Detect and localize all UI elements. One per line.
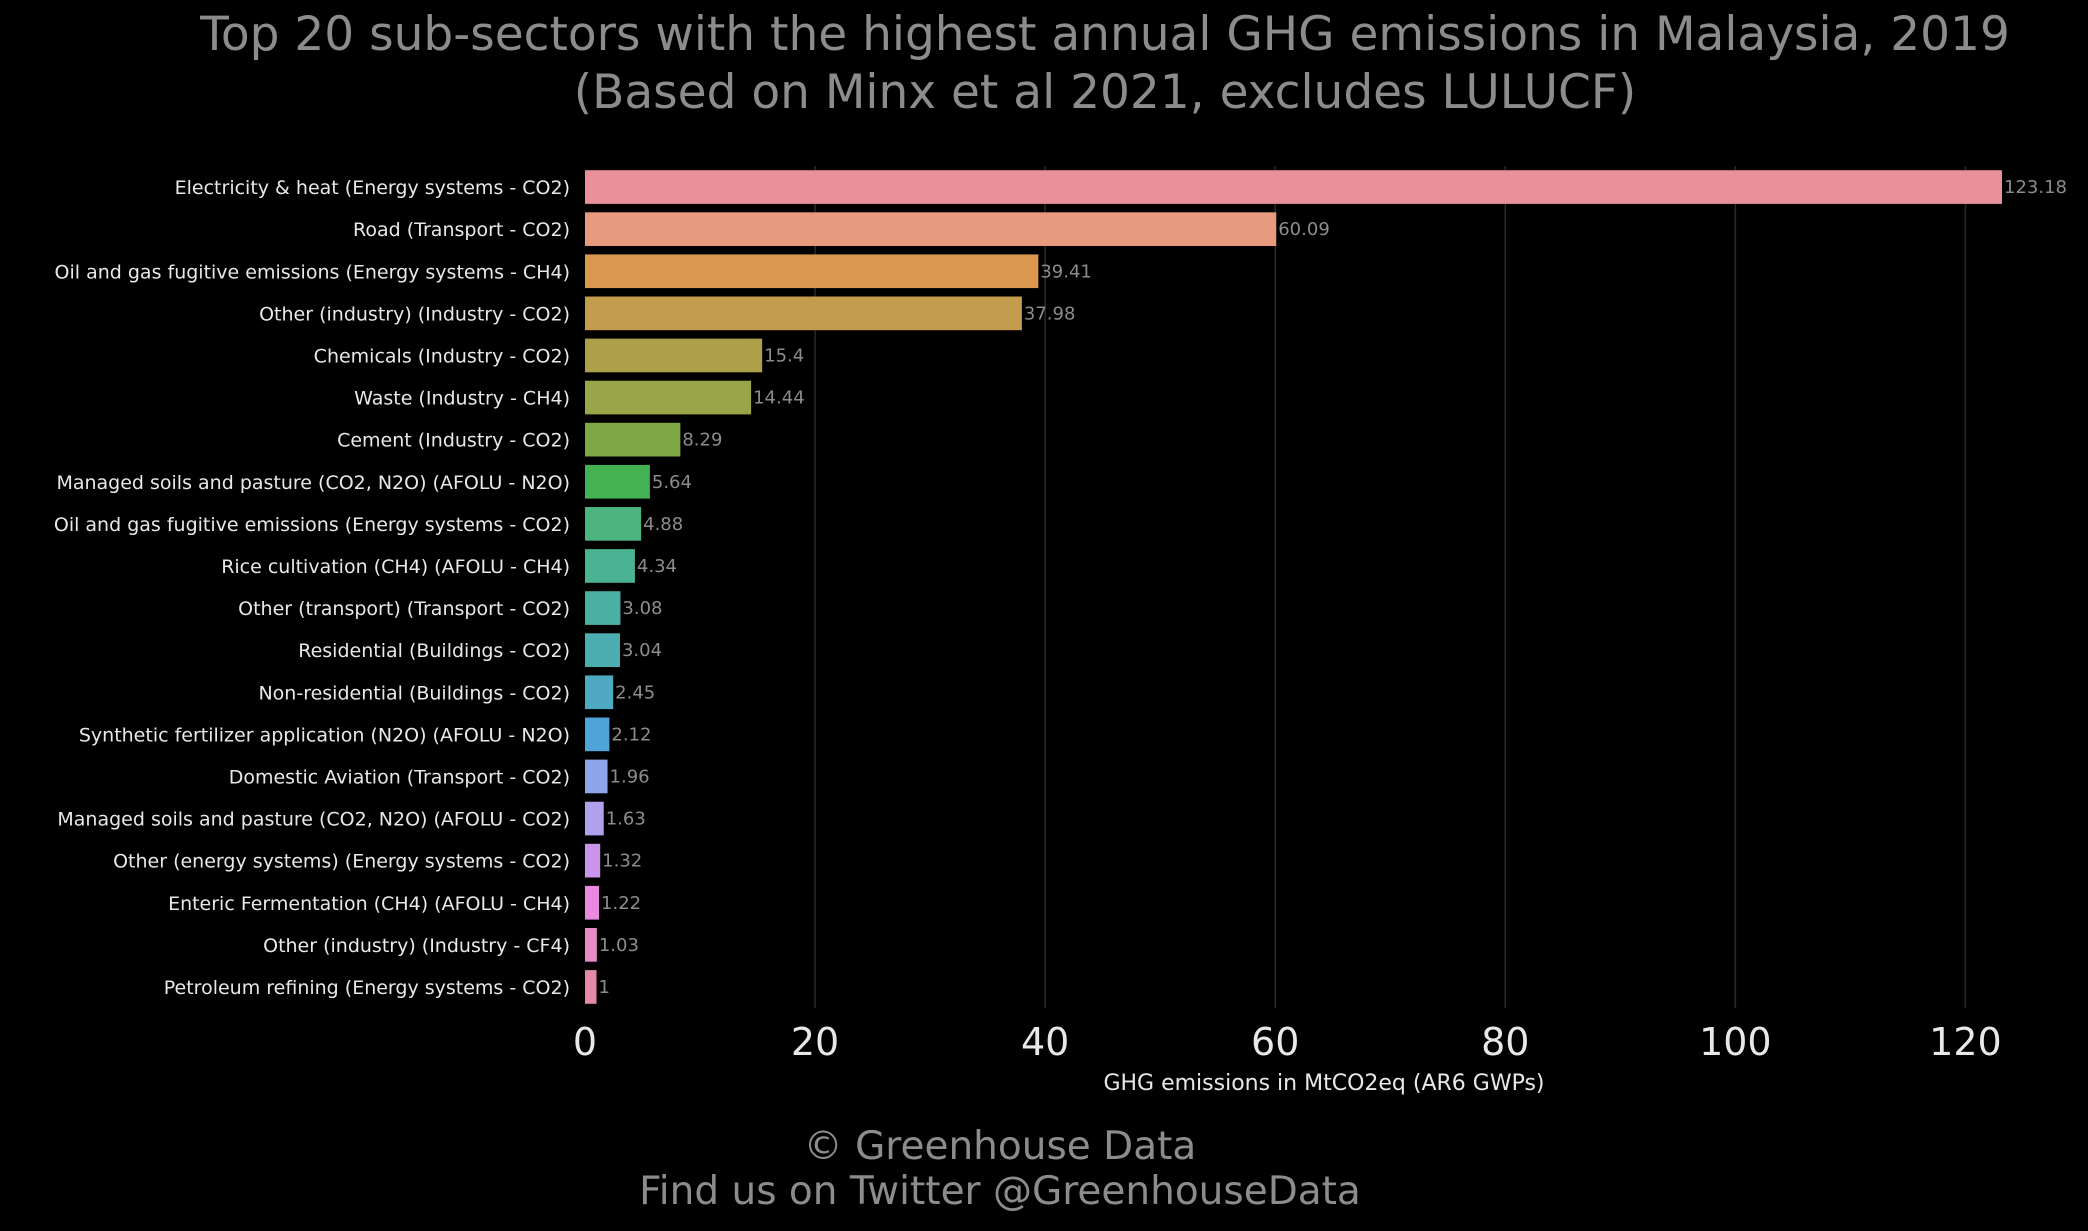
bar	[585, 422, 681, 457]
category-label: Oil and gas fugitive emissions (Energy s…	[55, 261, 570, 283]
value-label: 5.64	[652, 472, 692, 493]
x-tick-label: 20	[791, 1020, 839, 1064]
value-label: 3.04	[622, 640, 662, 661]
value-label: 1	[599, 977, 610, 998]
x-tick-label: 120	[1929, 1020, 2002, 1064]
x-tick-label: 80	[1481, 1020, 1529, 1064]
bars	[585, 170, 2002, 1004]
category-label: Cement (Industry - CO2)	[337, 430, 570, 452]
x-axis-ticks: 0 20 40 60 80 100 120	[573, 1020, 2002, 1064]
chart-title-line: Top 20 sub-sectors with the highest annu…	[200, 7, 2010, 62]
twitter-text: Find us on Twitter @GreenhouseData	[639, 1169, 1361, 1214]
category-label: Managed soils and pasture (CO2, N2O) (AF…	[56, 472, 570, 494]
chart-subtitle: (Based on Minx et al 2021, excludes LULU…	[573, 65, 1637, 120]
category-labels: Electricity & heat (Energy systems - CO2…	[54, 177, 570, 999]
gridlines	[814, 166, 1967, 1008]
bar	[585, 380, 752, 415]
value-label: 123.18	[2004, 177, 2067, 198]
category-label: Non-residential (Buildings - CO2)	[258, 682, 570, 704]
category-label: Domestic Aviation (Transport - CO2)	[229, 766, 570, 788]
bar	[585, 338, 763, 373]
bar	[585, 675, 614, 710]
category-label: Waste (Industry - CH4)	[354, 388, 570, 410]
value-label: 4.88	[643, 514, 683, 535]
value-label: 3.08	[622, 598, 662, 619]
bar	[585, 801, 604, 836]
bar	[585, 591, 621, 625]
category-label: Other (energy systems) (Energy systems -…	[113, 851, 570, 873]
bar	[585, 170, 2002, 204]
category-label: Enteric Fermentation (CH4) (AFOLU - CH4)	[168, 893, 570, 915]
category-label: Oil and gas fugitive emissions (Energy s…	[54, 514, 570, 536]
value-label: 2.12	[611, 724, 651, 745]
bar	[585, 633, 620, 667]
bar	[585, 843, 601, 878]
bar	[585, 885, 600, 920]
category-label: Other (transport) (Transport - CO2)	[238, 598, 570, 620]
bar	[585, 464, 650, 499]
category-label: Road (Transport - CO2)	[353, 219, 570, 241]
category-label: Chemicals (Industry - CO2)	[314, 345, 570, 367]
value-label: 1.22	[601, 893, 641, 914]
category-label: Other (industry) (Industry - CO2)	[259, 303, 570, 325]
bar	[585, 717, 610, 752]
category-label: Rice cultivation (CH4) (AFOLU - CH4)	[221, 556, 570, 578]
credits: © Greenhouse Data Find us on Twitter @Gr…	[0, 1124, 2000, 1214]
value-labels: 123.18 60.09 39.41 37.98 15.4 14.44 8.29 5.64 4.…	[599, 177, 2067, 998]
value-label: 39.41	[1040, 261, 1092, 282]
value-label: 8.29	[682, 430, 722, 451]
bar	[585, 970, 597, 1004]
x-tick-label: 40	[1021, 1020, 1069, 1064]
chart-title: Top 20 sub-sectors with the highest annu…	[0, 6, 2088, 122]
bar	[585, 296, 1022, 331]
value-label: 1.03	[599, 935, 639, 956]
x-tick-label: 60	[1251, 1020, 1299, 1064]
bar	[585, 254, 1039, 289]
value-label: 1.32	[602, 851, 642, 872]
x-tick-label: 0	[573, 1020, 597, 1064]
category-label: Synthetic fertilizer application (N2O) (…	[79, 724, 570, 746]
category-label: Other (industry) (Industry - CF4)	[263, 935, 570, 957]
bar	[585, 212, 1277, 246]
copyright-text: © Greenhouse Data	[803, 1124, 1197, 1169]
x-tick-label: 100	[1699, 1020, 1772, 1064]
category-label: Residential (Buildings - CO2)	[298, 640, 570, 662]
value-label: 2.45	[615, 682, 655, 703]
category-label: Petroleum refining (Energy systems - CO2…	[164, 977, 570, 999]
bar	[585, 507, 642, 541]
bar	[585, 759, 608, 794]
value-label: 1.63	[606, 809, 646, 830]
value-label: 60.09	[1278, 219, 1330, 240]
value-label: 37.98	[1024, 303, 1076, 324]
value-label: 4.34	[637, 556, 677, 577]
value-label: 14.44	[753, 388, 805, 409]
bar	[585, 549, 635, 583]
value-label: 15.4	[764, 345, 804, 366]
category-label: Managed soils and pasture (CO2, N2O) (AF…	[57, 809, 570, 831]
category-label: Electricity & heat (Energy systems - CO2…	[175, 177, 570, 199]
bar	[585, 928, 597, 962]
x-axis-label: GHG emissions in MtCO2eq (AR6 GWPs)	[1103, 1071, 1544, 1096]
value-label: 1.96	[610, 766, 650, 787]
